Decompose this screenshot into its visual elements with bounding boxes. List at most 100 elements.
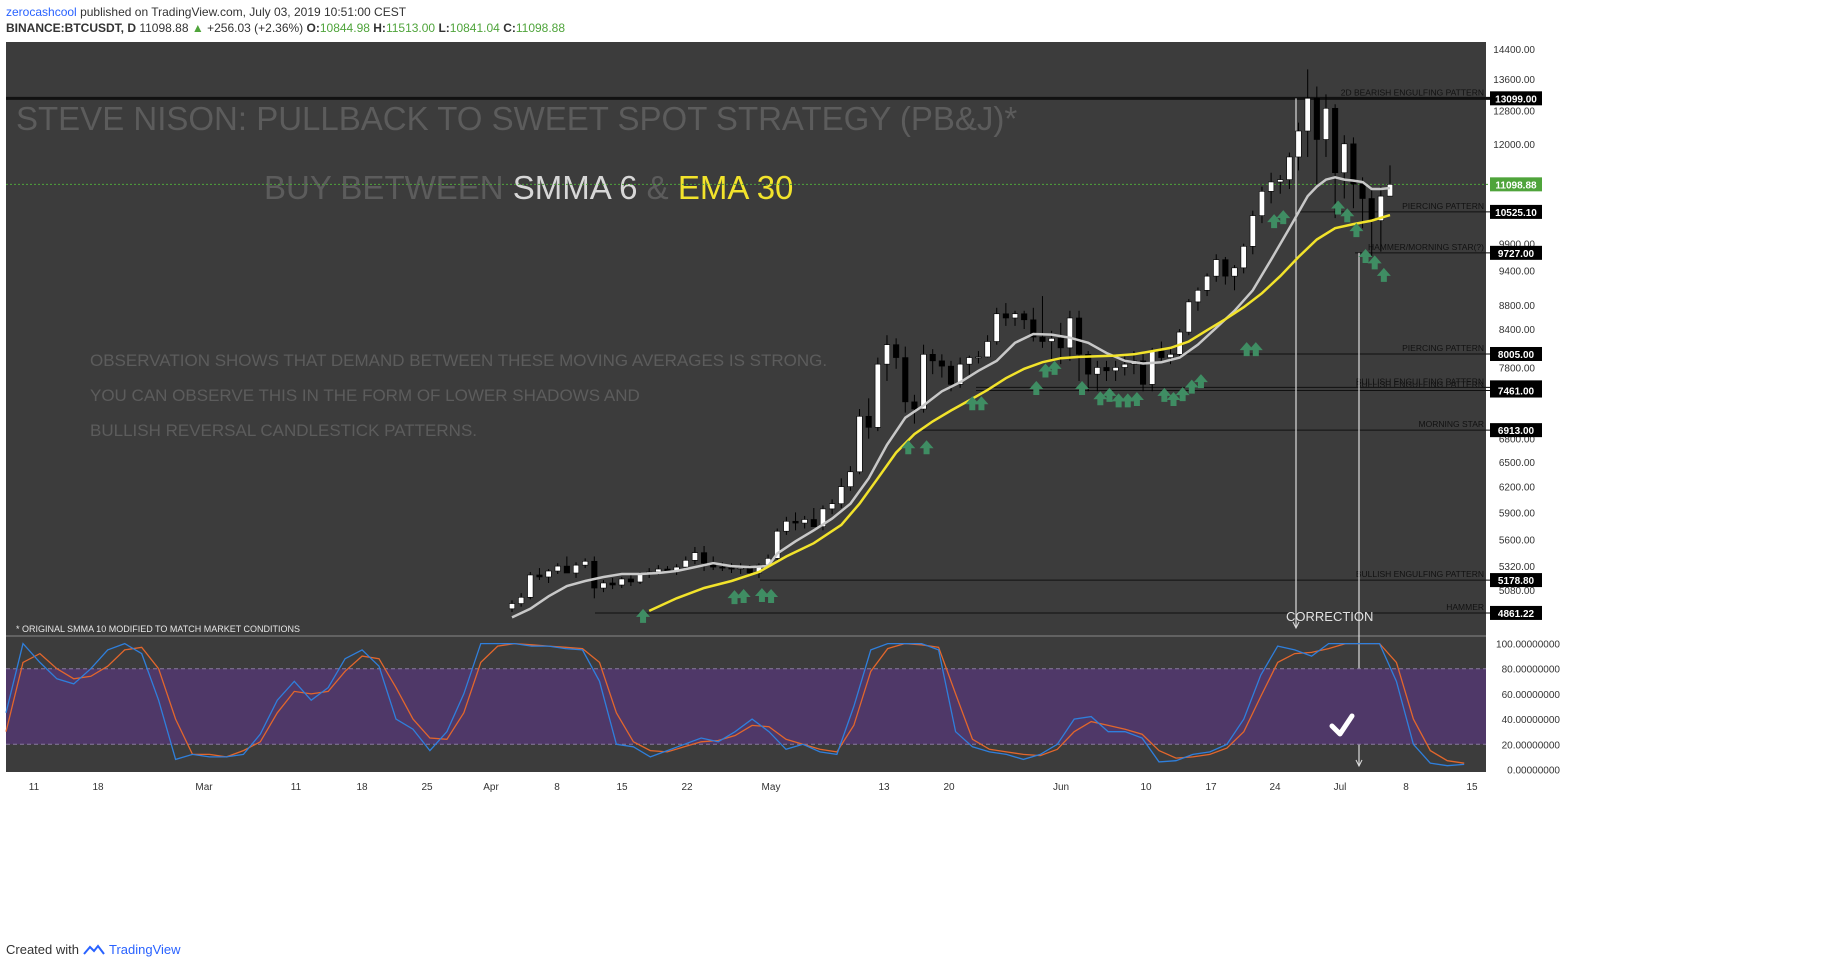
candle-body[interactable] <box>1386 184 1394 197</box>
candle-body[interactable] <box>957 363 964 385</box>
candle-body[interactable] <box>984 341 991 358</box>
candle-body[interactable] <box>819 508 827 527</box>
price-axis-tick: 5900.00 <box>1499 508 1536 519</box>
candle-body[interactable] <box>508 603 516 610</box>
tradingview-link[interactable]: TradingView <box>108 942 181 957</box>
chart-area[interactable]: STEVE NISON: PULLBACK TO SWEET SPOT STRA… <box>0 42 1828 939</box>
candle-body[interactable] <box>801 519 808 524</box>
chart-svg[interactable]: STEVE NISON: PULLBACK TO SWEET SPOT STRA… <box>0 42 1828 934</box>
candle-body[interactable] <box>746 567 753 574</box>
candle-body[interactable] <box>691 552 698 561</box>
candle-body[interactable] <box>591 560 598 589</box>
candle-body[interactable] <box>838 486 845 504</box>
up-arrow-icon <box>965 396 980 411</box>
candle-body[interactable] <box>1258 191 1266 216</box>
candle-body[interactable] <box>966 357 973 365</box>
candle-body[interactable] <box>554 565 561 572</box>
up-arrow-icon <box>1349 223 1364 238</box>
candle-body[interactable] <box>701 552 708 564</box>
candle-body[interactable] <box>1030 319 1037 338</box>
candle-body[interactable] <box>1313 97 1320 140</box>
candle-body[interactable] <box>947 365 955 385</box>
candle-body[interactable] <box>1094 367 1101 375</box>
up-arrow-icon <box>1358 248 1373 263</box>
candle-body[interactable] <box>719 566 726 569</box>
candle-body[interactable] <box>993 313 1000 342</box>
candle-body[interactable] <box>856 415 863 473</box>
candle-body[interactable] <box>1121 363 1128 368</box>
candle-body[interactable] <box>1167 354 1174 358</box>
candle-body[interactable] <box>1249 215 1256 247</box>
candle-body[interactable] <box>1359 183 1366 199</box>
candle-body[interactable] <box>572 564 580 574</box>
candle-body[interactable] <box>1185 301 1192 333</box>
candle-body[interactable] <box>1204 275 1211 291</box>
candle-body[interactable] <box>618 578 625 586</box>
candle-body[interactable] <box>1350 143 1357 185</box>
candle-body[interactable] <box>1240 246 1247 269</box>
candle-body[interactable] <box>1039 336 1046 342</box>
publish-info: published on TradingView.com, July 03, 2… <box>80 5 407 19</box>
candle-body[interactable] <box>1277 179 1284 183</box>
candle-body[interactable] <box>975 356 982 359</box>
candle-body[interactable] <box>783 520 790 532</box>
candle-body[interactable] <box>1295 130 1302 158</box>
candle-body[interactable] <box>1368 198 1375 221</box>
candle-body[interactable] <box>1085 354 1092 375</box>
candle-body[interactable] <box>518 596 525 604</box>
candle-body[interactable] <box>1021 313 1028 321</box>
candle-body[interactable] <box>893 344 900 358</box>
candle-body[interactable] <box>920 354 927 410</box>
candle-body[interactable] <box>728 567 735 570</box>
candle-body[interactable] <box>1194 289 1201 303</box>
candle-body[interactable] <box>829 503 836 510</box>
candle-body[interactable] <box>1268 181 1275 192</box>
candle-body[interactable] <box>1075 317 1083 355</box>
time-axis-tick: 10 <box>1140 782 1152 793</box>
candle-body[interactable] <box>1322 107 1330 140</box>
candle-body[interactable] <box>1112 367 1119 372</box>
candle-body[interactable] <box>847 471 854 487</box>
candle-body[interactable] <box>1066 317 1073 349</box>
candle-body[interactable] <box>1332 107 1339 174</box>
candle-body[interactable] <box>1048 338 1055 342</box>
candle-body[interactable] <box>536 574 543 578</box>
candle-body[interactable] <box>883 344 891 365</box>
candle-body[interactable] <box>1286 156 1293 180</box>
candle-body[interactable] <box>1002 313 1009 319</box>
candle-body[interactable] <box>1213 259 1220 277</box>
candle-body[interactable] <box>1231 267 1238 277</box>
candle-body[interactable] <box>874 363 881 428</box>
candle-body[interactable] <box>1377 195 1384 221</box>
chart-subtitle: BUY BETWEEN SMMA 6 & EMA 30 <box>264 169 793 206</box>
candle-body[interactable] <box>1057 338 1064 349</box>
candle-body[interactable] <box>792 520 799 524</box>
candle-body[interactable] <box>545 570 552 578</box>
candle-body[interactable] <box>865 415 872 428</box>
candle-body[interactable] <box>1140 360 1147 385</box>
candle-body[interactable] <box>682 559 689 568</box>
candle-body[interactable] <box>609 582 616 586</box>
author-link[interactable]: zerocashcool <box>6 5 77 19</box>
candle-body[interactable] <box>1304 97 1311 132</box>
candle-body[interactable] <box>929 354 936 362</box>
candle-body[interactable] <box>1103 367 1110 372</box>
candle-body[interactable] <box>911 401 918 410</box>
candle-body[interactable] <box>1341 143 1348 174</box>
candle-body[interactable] <box>563 565 570 574</box>
candle-body[interactable] <box>1158 350 1165 358</box>
candle-body[interactable] <box>1222 259 1229 277</box>
candle-body[interactable] <box>600 582 607 589</box>
candle-body[interactable] <box>902 357 909 403</box>
candle-body[interactable] <box>627 578 634 583</box>
candle-body[interactable] <box>774 530 781 559</box>
price-axis-tick: 5320.00 <box>1499 562 1536 573</box>
candle-body[interactable] <box>1149 350 1156 385</box>
candle-body[interactable] <box>582 560 589 566</box>
candle-body[interactable] <box>938 360 945 367</box>
candle-body[interactable] <box>1011 313 1019 319</box>
candle-body[interactable] <box>810 519 817 527</box>
price-change: +256.03 (+2.36%) <box>207 21 304 35</box>
candle-body[interactable] <box>527 574 534 598</box>
candle-body[interactable] <box>737 567 744 570</box>
